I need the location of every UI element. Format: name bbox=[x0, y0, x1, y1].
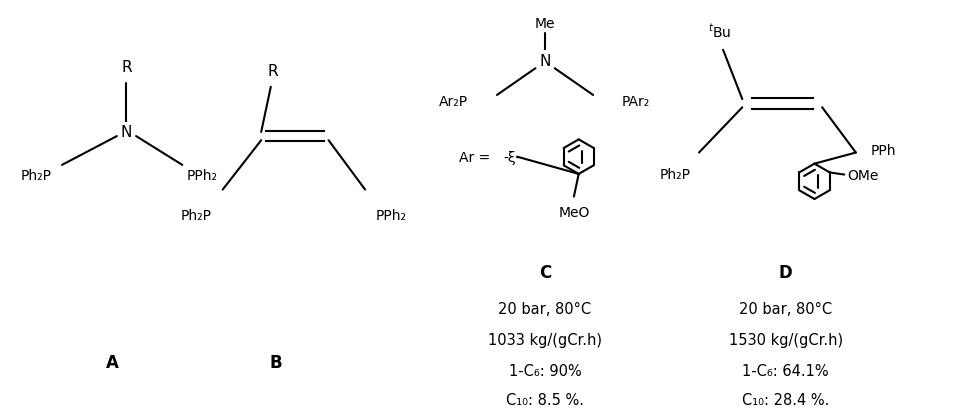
Text: C: C bbox=[538, 263, 551, 281]
Text: N: N bbox=[539, 53, 551, 68]
Text: C₁₀: 8.5 %.: C₁₀: 8.5 %. bbox=[506, 392, 584, 407]
Text: 1033 kg/(gCr.h): 1033 kg/(gCr.h) bbox=[488, 332, 602, 347]
Text: 1-C₆: 90%: 1-C₆: 90% bbox=[509, 363, 582, 378]
Text: Me: Me bbox=[535, 17, 555, 31]
Text: Ar =: Ar = bbox=[459, 150, 490, 164]
Text: PPh₂: PPh₂ bbox=[186, 169, 217, 183]
Text: MeO: MeO bbox=[558, 205, 590, 219]
Text: PPh: PPh bbox=[870, 144, 896, 158]
Text: 20 bar, 80°C: 20 bar, 80°C bbox=[739, 301, 832, 316]
Text: $^t$Bu: $^t$Bu bbox=[708, 23, 731, 40]
Text: B: B bbox=[269, 354, 282, 371]
Text: R: R bbox=[267, 64, 278, 78]
Text: N: N bbox=[121, 125, 132, 140]
Text: D: D bbox=[779, 263, 792, 281]
Text: 1530 kg/(gCr.h): 1530 kg/(gCr.h) bbox=[729, 332, 842, 347]
Text: PAr₂: PAr₂ bbox=[622, 95, 650, 109]
Text: Ar₂P: Ar₂P bbox=[439, 95, 468, 109]
Text: OMe: OMe bbox=[847, 168, 878, 182]
Text: Ph₂P: Ph₂P bbox=[659, 168, 690, 181]
Text: R: R bbox=[122, 59, 132, 74]
Text: 20 bar, 80°C: 20 bar, 80°C bbox=[499, 301, 592, 316]
Text: 1-C₆: 64.1%: 1-C₆: 64.1% bbox=[742, 363, 829, 378]
Text: C₁₀: 28.4 %.: C₁₀: 28.4 %. bbox=[742, 392, 829, 407]
Text: Ph₂P: Ph₂P bbox=[20, 169, 52, 183]
Text: A: A bbox=[105, 354, 119, 371]
Text: -ξ-: -ξ- bbox=[504, 150, 521, 164]
Text: Ph₂P: Ph₂P bbox=[180, 209, 211, 223]
Text: PPh₂: PPh₂ bbox=[375, 209, 406, 223]
